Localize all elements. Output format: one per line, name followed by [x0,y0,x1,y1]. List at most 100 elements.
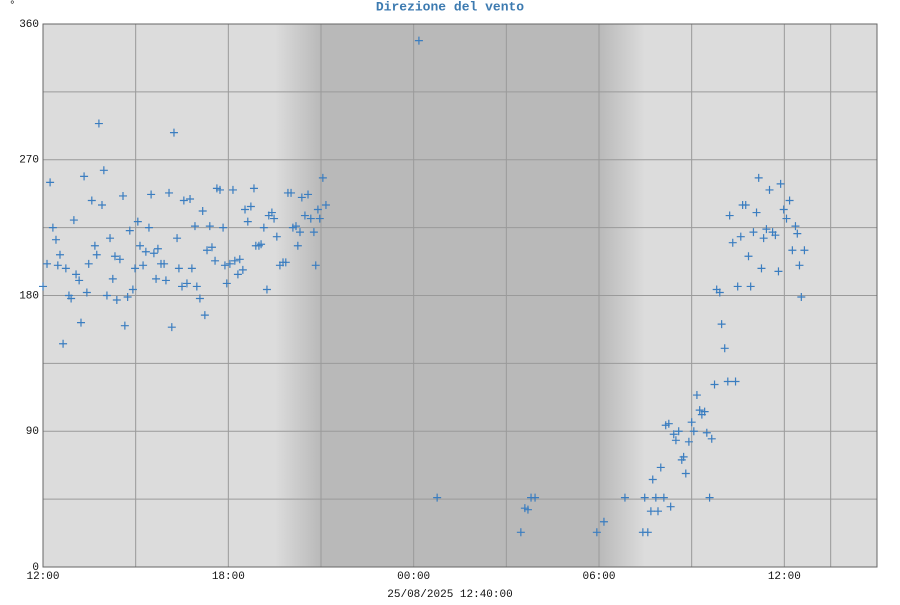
point [152,274,161,283]
point [173,234,182,243]
point [46,178,55,187]
y-tick-label: 0 [32,562,39,574]
point [315,214,324,223]
point [233,270,242,279]
point [128,285,137,294]
point [178,282,186,291]
point [656,463,665,472]
point [211,256,220,265]
y-tick-label: 270 [19,155,39,167]
point [149,249,158,258]
point [791,222,800,231]
point [161,276,170,285]
point [125,226,134,235]
point [728,238,737,247]
point [757,264,766,273]
point [153,244,162,253]
y-axis-label: ° [9,0,16,12]
point [80,172,89,181]
point [776,179,785,188]
point [160,259,169,268]
point [115,255,124,264]
point [291,222,300,231]
point [707,434,716,443]
point [681,469,690,478]
point [321,201,330,209]
point [207,243,216,252]
point [87,196,96,205]
point [186,194,195,203]
point [736,232,745,241]
point [270,214,279,223]
point [72,270,81,279]
point [39,282,47,291]
point [733,282,742,291]
point [720,344,729,353]
point [741,201,750,209]
point [599,517,608,526]
point [249,184,258,193]
point [592,528,601,537]
point [48,223,57,232]
point [219,223,228,232]
point [715,288,724,297]
point [695,406,704,415]
x-tick-label: 12:00 [26,571,59,583]
point [754,173,763,182]
point [102,291,111,300]
point [262,285,271,294]
point [765,185,774,194]
point [293,241,302,250]
point [309,228,318,237]
point [123,293,132,302]
point [684,437,693,446]
point [106,234,115,243]
point [725,211,734,220]
point [779,205,788,214]
point [643,528,652,537]
point [187,264,196,273]
point [61,264,70,273]
point [225,259,234,268]
point [235,255,244,264]
point [144,223,153,232]
point [318,173,327,182]
point [797,293,806,302]
point [135,241,144,250]
point [69,216,78,225]
point [414,36,423,45]
point [215,185,224,194]
point [147,190,156,199]
point [243,217,252,226]
y-tick-label: 180 [19,290,39,302]
point [120,321,129,330]
point [55,250,64,259]
point [295,228,304,237]
point [139,261,148,270]
point [710,380,719,389]
point [108,274,117,283]
x-tick-label: 06:00 [582,571,615,583]
point [762,225,771,234]
point [75,276,84,285]
point [671,436,680,445]
point [94,119,103,128]
point [182,279,191,288]
x-axis-label: 25/08/2025 12:40:00 [387,589,512,600]
point [648,475,657,484]
point [92,250,101,259]
point [53,261,62,270]
point [179,196,188,205]
point [281,258,290,267]
point [43,259,52,268]
plot-border [42,23,878,568]
point [51,235,60,244]
point [246,202,255,211]
point [531,493,540,502]
y-tick-label: 90 [26,426,39,438]
point [190,222,199,231]
chart-title: Direzione del vento [376,0,524,14]
point [241,205,250,214]
point [76,318,85,327]
point [311,261,320,270]
